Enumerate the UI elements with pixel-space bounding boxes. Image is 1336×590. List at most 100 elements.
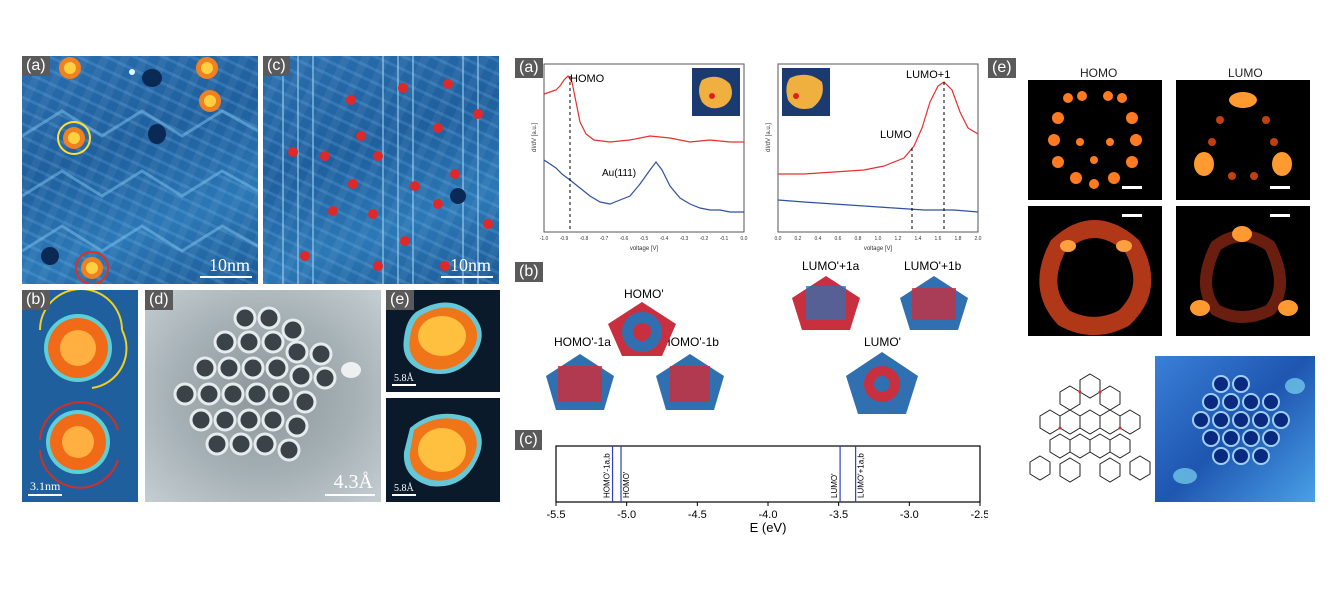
orbital-lumo [846,352,918,414]
orbital-label: LUMO'+1b [904,259,962,273]
molecule [44,314,112,382]
x-tick-label: -3.0 [900,509,919,521]
panel-tag: (b) [515,262,543,282]
sts-spectrum-left: dI/dV [a.u.] HOMO Au(111) -1.0 -0.9 -0.8… [530,62,752,258]
svg-text:1.4: 1.4 [915,236,922,242]
svg-text:0.0: 0.0 [775,236,782,242]
x-tick-label: -5.5 [547,509,566,521]
x-tick-label: -5.0 [617,509,636,521]
energy-level-label: LUMO' [830,473,839,498]
orbital-homo-1b [656,354,724,410]
scale-bar [392,384,416,386]
energy-level-label: HOMO'-1a,b [603,453,612,498]
panel-b-stm-image: (b) 3.1nm [22,290,138,502]
svg-text:-0.2: -0.2 [700,236,709,242]
scale-bar [392,494,416,496]
svg-text:1.0: 1.0 [875,236,882,242]
panel-tag: (a) [515,58,543,78]
lumo-map-bottom [1176,206,1310,336]
panel-tag: (b) [22,290,50,310]
scale-bar [325,494,375,496]
spectrum-plot-left: dI/dV [a.u.] HOMO Au(111) -1.0 -0.9 -0.8… [532,63,748,252]
scale-label: 10nm [208,255,250,275]
y-axis-label: dI/dV [a.u.] [532,123,538,152]
molecule-dots [288,79,493,271]
energy-level-label: HOMO' [622,471,631,498]
scale-bar [200,276,252,278]
energy-levels: HOMO'-1a,b HOMO' LUMO' LUMO'+1a,b [603,446,866,502]
energy-level-label: LUMO'+1a,b [857,453,866,498]
molecule [75,251,109,284]
orbital-homo-1a [546,354,614,410]
molecule [57,121,91,155]
svg-text:-0.6: -0.6 [620,236,629,242]
x-tick-label: -3.5 [829,509,848,521]
x-tick-label: -4.0 [759,509,778,521]
x-tick-label: -4.5 [688,509,707,521]
orbital-homo [608,302,676,356]
homo-map-top [1028,80,1162,200]
svg-text:-0.8: -0.8 [580,236,589,242]
lumo-plus1-label: LUMO+1 [906,69,950,81]
svg-text:0.2: 0.2 [795,236,802,242]
scale-label: 5.8Å [394,483,414,494]
svg-text:0.8: 0.8 [855,236,862,242]
molecule [196,57,218,79]
spectrum-plot-right: dI/dV [a.u.] LUMO LUMO+1 0.0 0.2 0.4 0.6… [766,63,982,252]
lumo-label: LUMO [880,129,912,141]
molecular-structure [1029,373,1151,483]
plot-frame [555,445,981,503]
x-ticks-right: 0.0 0.2 0.4 0.6 0.8 1.0 1.2 1.4 1.6 1.8 … [775,236,982,242]
scale-bar [1122,214,1142,217]
svg-text:-0.7: -0.7 [600,236,609,242]
svg-text:0.4: 0.4 [815,236,822,242]
scale-bar [1122,186,1142,189]
svg-text:0.0: 0.0 [741,236,748,242]
au111-label: Au(111) [602,168,636,179]
panel-tag: (e) [386,290,414,310]
scale-bar [441,276,493,278]
panel-c-stm-image: (c) 10nm [263,56,499,284]
blue-curve [543,159,744,213]
molecules-overlay [22,57,258,284]
x-axis-label: E (eV) [750,520,787,535]
energy-level-diagram: HOMO'-1a,b HOMO' LUMO' LUMO'+1a,b -5.5 -5.0 -… [547,445,988,535]
blue-curve [777,199,979,213]
y-axis-label: dI/dV [a.u.] [766,123,772,152]
scale-label: 3.1nm [30,479,61,493]
panel-tag: (c) [515,430,542,450]
scale-bar [28,494,62,496]
molecule [46,410,110,474]
panel-tag: (a) [22,56,50,76]
svg-text:-0.9: -0.9 [560,236,569,242]
molecule [59,57,81,79]
molecules-overlay [282,56,493,284]
scale-label: 4.3Å [333,471,373,493]
orbital-label: HOMO'-1b [662,335,719,349]
panel-tag: (c) [263,56,290,76]
homo-map-bottom [1028,206,1162,336]
x-ticks-left: -1.0 -0.9 -0.8 -0.7 -0.6 -0.5 -0.4 -0.3 … [540,236,748,242]
x-axis-label: voltage [V] [864,246,893,252]
svg-text:2.0: 2.0 [975,236,982,242]
scale-bar [1270,214,1290,217]
column-title-lumo: LUMO [1228,66,1263,80]
svg-text:-0.5: -0.5 [640,236,649,242]
orbital-label: LUMO'+1a [802,259,860,273]
scale-bar [1270,186,1290,189]
orbital-isosurfaces: HOMO' HOMO'-1a HOMO'-1b LUMO'+1a LUMO'+1… [546,259,968,414]
panel-a-stm-image: (a) 10nm [22,56,258,284]
column-title-homo: HOMO [1080,66,1118,80]
scale-label: 10nm [449,255,491,275]
panel-e-top-image: (e) 5.8Å [386,290,500,392]
hexagon-lattice [173,306,361,462]
x-axis-label: voltage [V] [630,246,659,252]
orbital-lumo-1a [792,276,860,330]
red-curve [543,75,744,143]
svg-text:1.2: 1.2 [895,236,902,242]
panel-tag: (e) [988,58,1016,78]
svg-text:-0.4: -0.4 [660,236,669,242]
lumo-map-top [1176,80,1310,200]
svg-text:-0.1: -0.1 [720,236,729,242]
orbital-lumo-1b [900,276,968,330]
